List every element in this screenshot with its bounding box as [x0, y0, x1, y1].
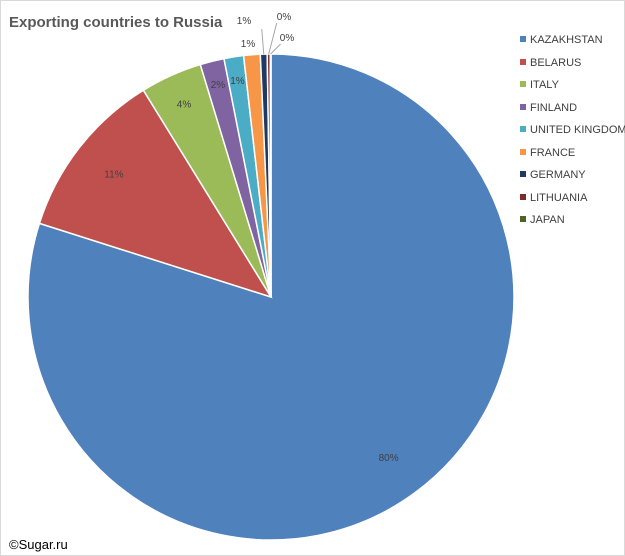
legend-swatch-belarus	[520, 58, 526, 65]
legend-swatch-united-kingdom	[520, 126, 526, 133]
legend-swatch-kazakhstan	[520, 36, 526, 43]
leader-line-lithuania	[268, 22, 278, 55]
pie-slice-japan	[269, 53, 272, 298]
data-label-united-kingdom: 1%	[230, 76, 245, 87]
legend-label-japan: JAPAN	[530, 214, 565, 226]
legend-swatch-japan	[520, 216, 526, 223]
data-label-lithuania: 0%	[277, 12, 292, 23]
data-label-finland: 2%	[211, 80, 226, 91]
legend-swatch-lithuania	[520, 193, 526, 200]
legend-item-finland: FINLAND	[520, 101, 625, 124]
data-label-germany: 1%	[237, 16, 252, 27]
legend-swatch-finland	[520, 103, 526, 110]
legend-label-belarus: BELARUS	[530, 56, 582, 69]
legend-item-france: FRANCE	[520, 146, 625, 169]
legend-label-france: FRANCE	[530, 146, 576, 159]
legend-swatch-italy	[520, 81, 526, 88]
legend-swatch-france	[520, 148, 526, 155]
data-label-italy: 4%	[177, 99, 192, 110]
pie-slice-belarus	[38, 89, 273, 299]
data-label-france: 1%	[241, 39, 256, 50]
legend-item-italy: ITALY	[520, 78, 625, 101]
leader-line-germany	[261, 28, 265, 55]
legend-item-lithuania: LITHUANIA	[520, 191, 625, 214]
legend-label-finland: FINLAND	[530, 101, 578, 114]
data-label-kazakhstan: 80%	[379, 453, 399, 464]
legend-label-italy: ITALY	[530, 79, 559, 91]
legend-item-belarus: BELARUS	[520, 56, 625, 79]
legend-item-japan: JAPAN	[520, 213, 625, 236]
legend-item-united-kingdom: UNITED KINGDOM	[520, 123, 625, 146]
legend: KAZAKHSTAN BELARUS ITALY FINLAND UNITED KING…	[520, 33, 625, 236]
legend-label-lithuania: LITHUANIA	[530, 191, 588, 204]
chart-title: Exporting countries to Russia	[9, 14, 223, 31]
data-label-japan: 0%	[280, 33, 295, 44]
legend-label-germany: GERMANY	[530, 169, 586, 181]
legend-label-united-kingdom: UNITED KINGDOM	[530, 124, 625, 136]
legend-item-kazakhstan: KAZAKHSTAN	[520, 33, 625, 56]
legend-label-kazakhstan: KAZAKHSTAN	[530, 34, 603, 46]
source-label: ©Sugar.ru	[9, 537, 68, 552]
data-label-belarus: 11%	[104, 169, 123, 180]
legend-swatch-germany	[520, 171, 526, 178]
leader-line-japan	[270, 43, 281, 55]
legend-item-germany: GERMANY	[520, 168, 625, 191]
